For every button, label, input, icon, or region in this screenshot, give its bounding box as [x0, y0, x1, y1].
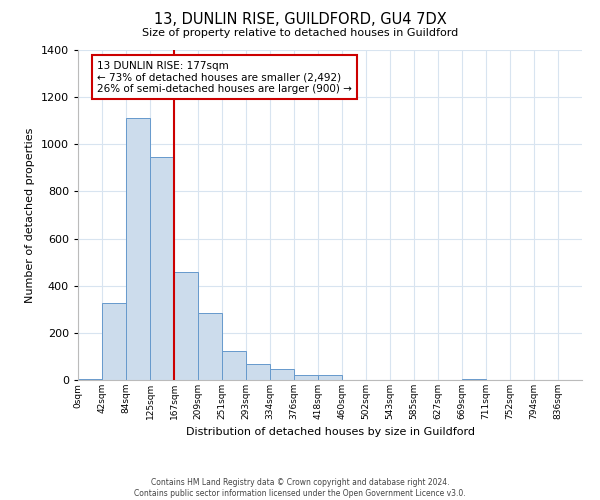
- Bar: [150, 157, 174, 380]
- Bar: [198, 313, 222, 380]
- Y-axis label: Number of detached properties: Number of detached properties: [25, 128, 35, 302]
- Bar: [270, 370, 294, 380]
- Text: Contains HM Land Registry data © Crown copyright and database right 2024.
Contai: Contains HM Land Registry data © Crown c…: [134, 478, 466, 498]
- Bar: [246, 364, 270, 380]
- Bar: [174, 272, 198, 380]
- Text: 13 DUNLIN RISE: 177sqm
← 73% of detached houses are smaller (2,492)
26% of semi-: 13 DUNLIN RISE: 177sqm ← 73% of detached…: [97, 60, 352, 94]
- Bar: [294, 376, 318, 380]
- Text: 13, DUNLIN RISE, GUILDFORD, GU4 7DX: 13, DUNLIN RISE, GUILDFORD, GU4 7DX: [154, 12, 446, 28]
- Text: Size of property relative to detached houses in Guildford: Size of property relative to detached ho…: [142, 28, 458, 38]
- Bar: [222, 350, 246, 380]
- Bar: [318, 376, 342, 380]
- Bar: [102, 304, 126, 380]
- X-axis label: Distribution of detached houses by size in Guildford: Distribution of detached houses by size …: [185, 428, 475, 438]
- Bar: [126, 118, 150, 380]
- Bar: [78, 379, 102, 380]
- Bar: [462, 379, 486, 380]
